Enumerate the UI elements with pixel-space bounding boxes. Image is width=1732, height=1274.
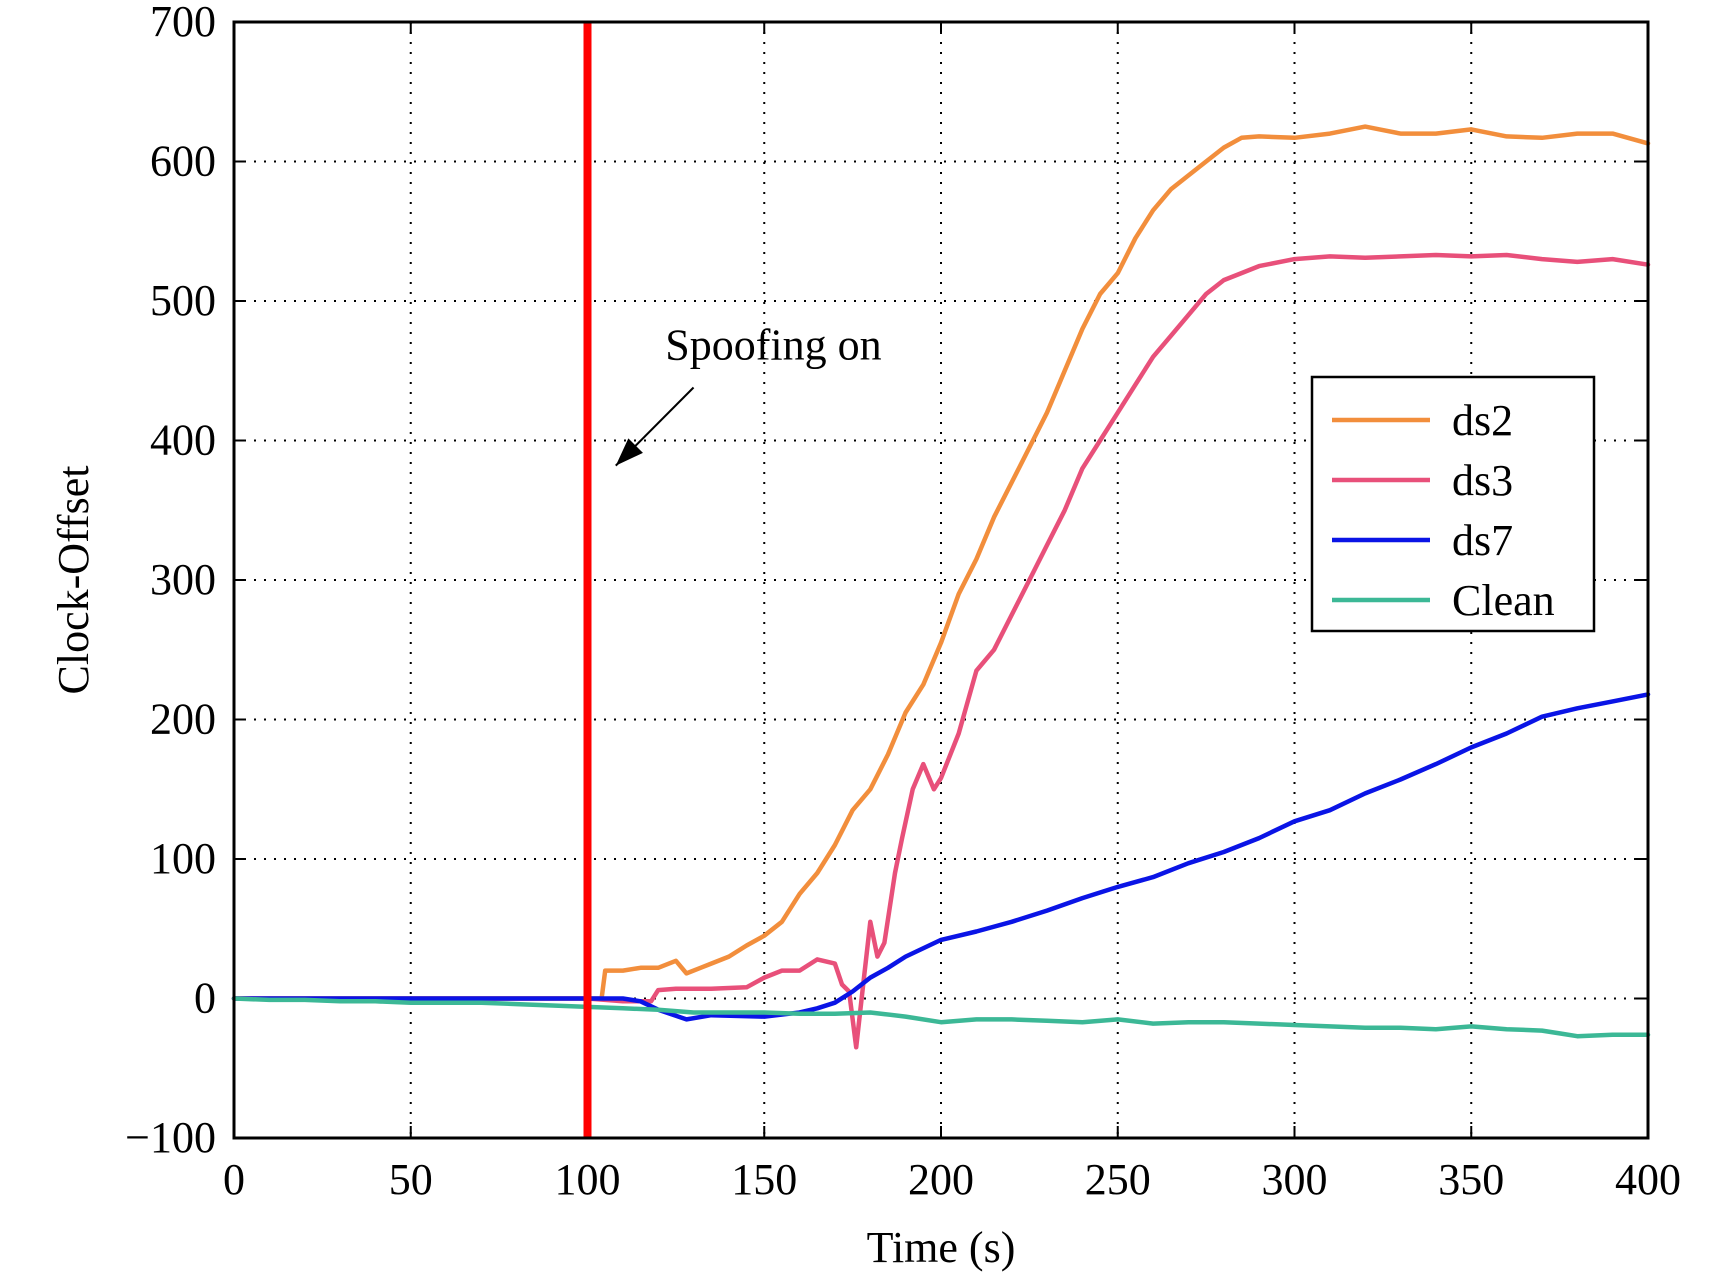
legend-label: ds3 [1452,456,1513,505]
legend-item-ds3: ds3 [1332,456,1513,505]
annotation-text: Spoofing on [665,321,881,370]
x-tick-label: 150 [731,1155,797,1204]
y-tick-label: 0 [194,974,216,1023]
y-tick-label: 300 [150,555,216,604]
y-tick-label: 700 [150,0,216,46]
legend-item-ds7: ds7 [1332,516,1513,565]
y-tick-label: 100 [150,834,216,883]
y-tick-label: 400 [150,416,216,465]
series-line-clean [231,996,1651,1039]
x-tick-label: 50 [389,1155,433,1204]
legend-label: ds2 [1452,396,1513,445]
x-tick-label: 300 [1262,1155,1328,1204]
x-tick-label: 200 [908,1155,974,1204]
plot-area [231,22,1651,1138]
x-tick-label: 100 [555,1155,621,1204]
x-tick-label: 0 [223,1155,245,1204]
y-tick-label: 600 [150,137,216,186]
series-line-ds2 [231,124,1651,1001]
tick-labels: 0 50 100 150 200 250 300 350 400−100010020030040… [125,0,1681,1204]
x-axis-label: Time (s) [867,1223,1016,1272]
series-line-ds3 [231,252,1651,1050]
x-tick-label: 250 [1085,1155,1151,1204]
y-tick-label: 500 [150,276,216,325]
x-tick-label: 350 [1438,1155,1504,1204]
y-tick-label: −100 [125,1113,216,1162]
legend-item-ds2: ds2 [1332,396,1513,445]
legend: ds2 ds3 ds7 Clean [1310,375,1596,633]
legend-item-clean: Clean [1332,576,1555,625]
axes-frame [232,20,1650,1140]
legend-label: Clean [1452,576,1555,625]
y-axis-label: Clock-Offset [49,466,98,695]
series-line-ds7 [231,692,1651,1022]
annotation: Spoofing on [615,321,882,467]
y-tick-label: 200 [150,695,216,744]
arrowhead-icon [615,438,643,466]
x-tick-label: 400 [1615,1155,1681,1204]
legend-label: ds7 [1452,516,1513,565]
